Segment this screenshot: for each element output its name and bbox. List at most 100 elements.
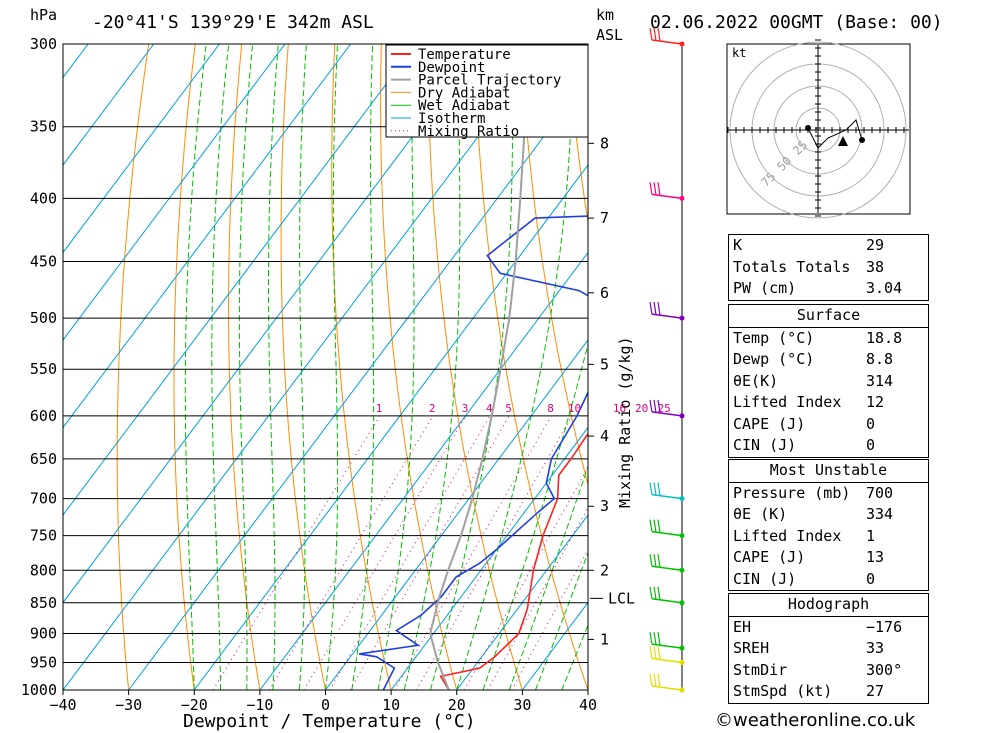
wind-barb-flag xyxy=(657,301,661,316)
wind-barb-flag xyxy=(649,519,653,532)
hpa-unit: hPa xyxy=(30,6,57,24)
most-unstable-label: CIN (J) xyxy=(733,569,797,588)
hodograph-stat-value: 300° xyxy=(866,660,903,679)
wind-barb-flag xyxy=(653,554,657,567)
hodograph-point xyxy=(859,137,865,143)
pressure-tick-label: 550 xyxy=(30,360,57,378)
wind-barb-flag xyxy=(657,399,661,414)
indices-table: K 29 Totals Totals 38 PW (cm) 3.04 xyxy=(728,234,929,301)
dry-adiabat-line xyxy=(227,44,261,690)
dry-adiabat-line xyxy=(331,44,392,690)
copyright-label[interactable]: ©weatheronline.co.uk xyxy=(715,710,916,731)
mixing-ratio-line xyxy=(268,415,434,690)
wind-level-dot xyxy=(679,645,685,651)
hodograph-stat-row: SREH 33 xyxy=(729,638,928,660)
wind-level-dot xyxy=(679,413,685,419)
wind-barb-flag xyxy=(649,554,653,567)
wet-adiabat-line xyxy=(238,44,254,690)
hodograph-table: Hodograph EH −176 SREH 33 StmDir 300° StmSpd (… xyxy=(728,593,929,704)
wind-barb-flag xyxy=(649,182,653,195)
dry-adiabat-line xyxy=(986,44,1000,690)
hodograph-stat-label: EH xyxy=(733,617,752,636)
most-unstable-value: 0 xyxy=(866,569,876,588)
pressure-tick-label: 600 xyxy=(30,407,57,425)
surface-row: Lifted Index 12 xyxy=(729,392,928,414)
index-label: K xyxy=(733,236,743,254)
most-unstable-label: Lifted Index xyxy=(733,526,842,545)
dry-adiabat-line xyxy=(280,44,326,690)
x-tick-label: 20 xyxy=(448,696,466,714)
isotherm-line xyxy=(63,44,417,516)
mixing-ratio-label: 3 xyxy=(462,402,469,415)
location-label: -20°41'S 139°29'E 342m ASL xyxy=(92,12,374,33)
pressure-tick-label: 700 xyxy=(30,490,57,508)
most-unstable-row: CIN (J) 0 xyxy=(729,569,928,591)
wind-barb-flag xyxy=(657,519,661,533)
wind-barb xyxy=(651,493,683,500)
wind-barb-flag xyxy=(657,586,661,600)
surface-table: Surface Temp (°C) 18.8 Dewp (°C) 8.8 θE(K) 31… xyxy=(728,304,929,458)
isotherm-line xyxy=(456,514,588,690)
most-unstable-row: CAPE (J) 13 xyxy=(729,547,928,569)
datetime-label: 02.06.2022 00GMT (Base: 00) xyxy=(650,12,943,33)
wind-barb-flag xyxy=(653,399,657,413)
hodograph-stat-label: SREH xyxy=(733,639,770,657)
wind-barb-flag xyxy=(657,482,661,496)
most-unstable-title: Most Unstable xyxy=(729,460,928,483)
surface-row: θE(K) 314 xyxy=(729,371,928,393)
hodograph-table-title: Hodograph xyxy=(729,594,928,617)
wind-barb-flag xyxy=(649,586,653,599)
dry-adiabat-line xyxy=(173,44,196,690)
wind-barb-flag xyxy=(653,632,657,645)
most-unstable-row: θE (K) 334 xyxy=(729,504,928,526)
legend-entry: Dry Adiabat xyxy=(418,85,511,101)
wind-profile xyxy=(649,27,685,693)
surface-label: θE(K) xyxy=(733,371,779,390)
mixing-ratio-line xyxy=(303,415,467,690)
km-tick-label: 4 xyxy=(600,427,609,445)
most-unstable-label: θE (K) xyxy=(733,505,788,523)
x-tick-label: −20 xyxy=(181,696,208,714)
wind-barb xyxy=(651,685,683,691)
mixing-ratio-label: 2 xyxy=(429,402,436,415)
dewpoint-line xyxy=(358,215,588,690)
most-unstable-label: CAPE (J) xyxy=(733,548,806,566)
legend-entry: Wet Adiabat xyxy=(418,98,511,114)
wind-barb xyxy=(651,313,683,319)
wind-barb-flag xyxy=(653,586,657,600)
wind-barb-flag xyxy=(649,399,653,413)
wind-barb xyxy=(651,530,683,537)
hodograph-point xyxy=(805,125,811,131)
wind-barb-flag xyxy=(657,182,661,196)
wind-barb-flag xyxy=(653,519,657,533)
surface-value: 12 xyxy=(866,393,885,411)
mixing-ratio-label: 25 xyxy=(657,402,670,415)
wind-level-dot xyxy=(679,659,685,665)
mixing-ratio-label: 1 xyxy=(376,402,383,415)
lcl-label: LCL xyxy=(608,589,635,607)
hodograph-stat-value: 33 xyxy=(866,639,885,657)
wind-barb-flag xyxy=(649,646,653,659)
wet-adiabat-line xyxy=(184,44,207,690)
mixing-ratio-line xyxy=(415,415,573,690)
wind-level-dot xyxy=(679,533,685,539)
wind-barb-flag xyxy=(653,301,657,315)
km-tick-label: 5 xyxy=(600,355,609,373)
legend-entry: Mixing Ratio xyxy=(418,124,519,140)
km-tick-label: 8 xyxy=(600,134,609,152)
hodograph-stat-row: StmDir 300° xyxy=(729,660,928,682)
legend-entry: Isotherm xyxy=(418,111,485,127)
index-value: 38 xyxy=(866,257,885,276)
parcel-trajectory-line xyxy=(429,44,536,690)
index-row: K 29 xyxy=(729,235,928,257)
wind-barb xyxy=(651,565,683,572)
surface-row: Temp (°C) 18.8 xyxy=(729,328,928,350)
mixing-ratio-line xyxy=(511,548,588,690)
x-tick-label: 10 xyxy=(382,696,400,714)
most-unstable-label: Pressure (mb) xyxy=(733,483,851,502)
wind-barb-flag xyxy=(657,632,661,646)
wind-barb-flag xyxy=(653,482,657,496)
surface-row: Dewp (°C) 8.8 xyxy=(729,349,928,371)
dry-adiabat-line xyxy=(380,44,458,690)
